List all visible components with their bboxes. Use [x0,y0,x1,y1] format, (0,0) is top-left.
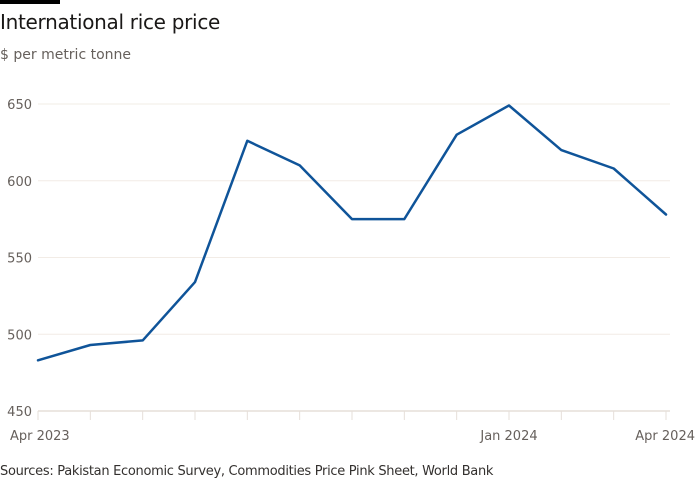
x-tick-label: Jan 2024 [479,429,537,444]
y-tick-label: 500 [7,328,32,343]
y-tick-label: 650 [7,98,32,113]
chart-subtitle: $ per metric tonne [0,47,132,63]
y-tick-label: 550 [7,252,32,267]
price-line [36,104,668,362]
x-tick-label: Apr 2023 [10,429,70,444]
chart-title: International rice price [0,10,221,34]
y-tick-label: 600 [7,175,32,190]
source-note: Sources: Pakistan Economic Survey, Commo… [0,464,494,479]
y-tick-label: 450 [7,405,32,420]
x-tick-label: Apr 2024 [635,429,695,444]
brand-bar [0,0,60,4]
